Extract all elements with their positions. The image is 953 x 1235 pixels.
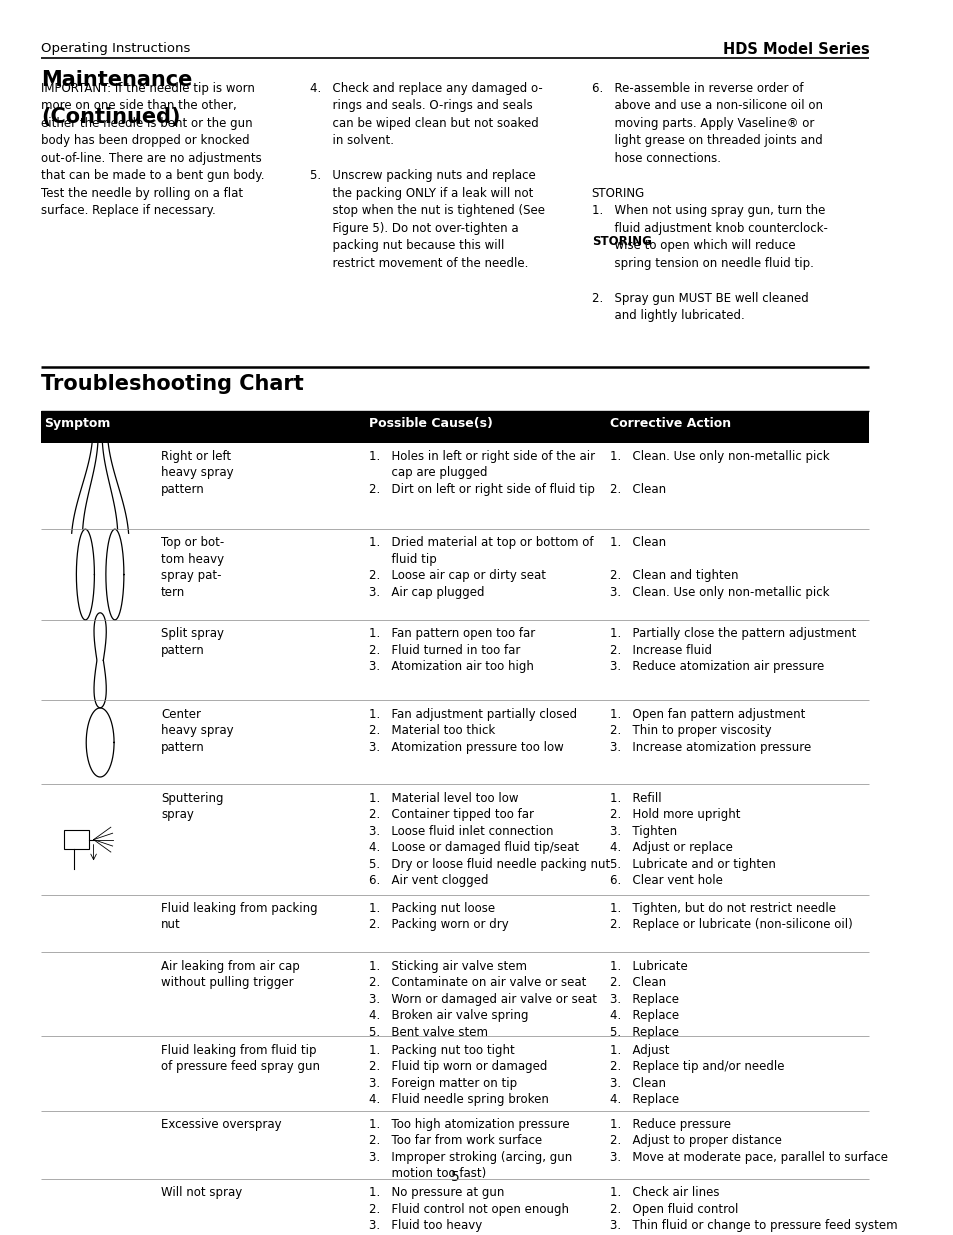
Text: Right or left
heavy spray
pattern: Right or left heavy spray pattern [161,450,233,495]
Text: Air leaking from air cap
without pulling trigger: Air leaking from air cap without pulling… [161,960,299,989]
Text: 1.   Open fan pattern adjustment
2.   Thin to proper viscosity
3.   Increase ato: 1. Open fan pattern adjustment 2. Thin t… [609,708,810,753]
Text: 1.   Refill
2.   Hold more upright
3.   Tighten
4.   Adjust or replace
5.   Lubr: 1. Refill 2. Hold more upright 3. Tighte… [609,792,775,887]
Text: Corrective Action: Corrective Action [609,417,730,431]
Text: Split spray
pattern: Split spray pattern [161,627,224,657]
Text: HDS Model Series: HDS Model Series [721,42,868,57]
Text: 1.   Check air lines
2.   Open fluid control
3.   Thin fluid or change to pressu: 1. Check air lines 2. Open fluid control… [609,1187,897,1233]
Text: 4.   Check and replace any damaged o-
      rings and seals. O-rings and seals
 : 4. Check and replace any damaged o- ring… [309,82,544,269]
Text: Fluid leaking from fluid tip
of pressure feed spray gun: Fluid leaking from fluid tip of pressure… [161,1044,320,1073]
Text: (Continued): (Continued) [41,106,180,127]
Text: 1.   Holes in left or right side of the air
      cap are plugged
2.   Dirt on l: 1. Holes in left or right side of the ai… [368,450,595,495]
Text: Troubleshooting Chart: Troubleshooting Chart [41,374,303,394]
Text: 1.   Too high atomization pressure
2.   Too far from work surface
3.   Improper : 1. Too high atomization pressure 2. Too … [368,1118,572,1181]
Text: Top or bot-
tom heavy
spray pat-
tern: Top or bot- tom heavy spray pat- tern [161,536,224,599]
Text: Sputtering
spray: Sputtering spray [161,792,223,821]
Text: 1.   Adjust
2.   Replace tip and/or needle
3.   Clean
4.   Replace: 1. Adjust 2. Replace tip and/or needle 3… [609,1044,783,1107]
Text: Fluid leaking from packing
nut: Fluid leaking from packing nut [161,902,317,931]
Text: Will not spray: Will not spray [161,1187,242,1199]
Text: Symptom: Symptom [45,417,111,431]
Text: 1.   Fan adjustment partially closed
2.   Material too thick
3.   Atomization pr: 1. Fan adjustment partially closed 2. Ma… [368,708,577,753]
Text: Center
heavy spray
pattern: Center heavy spray pattern [161,708,233,753]
Text: 1.   Tighten, but do not restrict needle
2.   Replace or lubricate (non-silicone: 1. Tighten, but do not restrict needle 2… [609,902,852,931]
Text: 1.   Lubricate
2.   Clean
3.   Replace
4.   Replace
5.   Replace: 1. Lubricate 2. Clean 3. Replace 4. Repl… [609,960,687,1039]
Text: 1.   Clean. Use only non-metallic pick

2.   Clean: 1. Clean. Use only non-metallic pick 2. … [609,450,829,495]
Text: 1.   Material level too low
2.   Container tipped too far
3.   Loose fluid inlet: 1. Material level too low 2. Container t… [368,792,609,887]
Bar [41,411,868,442]
Text: 1.   Partially close the pattern adjustment
2.   Increase fluid
3.   Reduce atom: 1. Partially close the pattern adjustmen… [609,627,856,673]
Text: 1.   Sticking air valve stem
2.   Contaminate on air valve or seat
3.   Worn or : 1. Sticking air valve stem 2. Contaminat… [368,960,596,1039]
Text: STORING: STORING [591,235,651,248]
Text: Maintenance: Maintenance [41,69,193,90]
Text: 1.   Dried material at top or bottom of
      fluid tip
2.   Loose air cap or di: 1. Dried material at top or bottom of fl… [368,536,593,599]
Text: IMPORTANT: If the needle tip is worn
more on one side than the other,
either the: IMPORTANT: If the needle tip is worn mor… [41,82,264,217]
Text: 1.   Fan pattern open too far
2.   Fluid turned in too far
3.   Atomization air : 1. Fan pattern open too far 2. Fluid tur… [368,627,535,673]
Text: 1.   Clean

2.   Clean and tighten
3.   Clean. Use only non-metallic pick: 1. Clean 2. Clean and tighten 3. Clean. … [609,536,828,599]
Text: 6.   Re-assemble in reverse order of
      above and use a non-silicone oil on
 : 6. Re-assemble in reverse order of above… [591,82,827,322]
Text: Possible Cause(s): Possible Cause(s) [368,417,492,431]
Text: 1.   Packing nut loose
2.   Packing worn or dry: 1. Packing nut loose 2. Packing worn or … [368,902,508,931]
Text: Operating Instructions: Operating Instructions [41,42,191,56]
Text: 5: 5 [451,1170,459,1184]
Bar [64,830,89,850]
Text: 1.   Reduce pressure
2.   Adjust to proper distance
3.   Move at moderate pace, : 1. Reduce pressure 2. Adjust to proper d… [609,1118,887,1163]
Text: 1.   Packing nut too tight
2.   Fluid tip worn or damaged
3.   Foreign matter on: 1. Packing nut too tight 2. Fluid tip wo… [368,1044,548,1107]
Text: Excessive overspray: Excessive overspray [161,1118,281,1131]
Text: 1.   No pressure at gun
2.   Fluid control not open enough
3.   Fluid too heavy: 1. No pressure at gun 2. Fluid control n… [368,1187,568,1233]
